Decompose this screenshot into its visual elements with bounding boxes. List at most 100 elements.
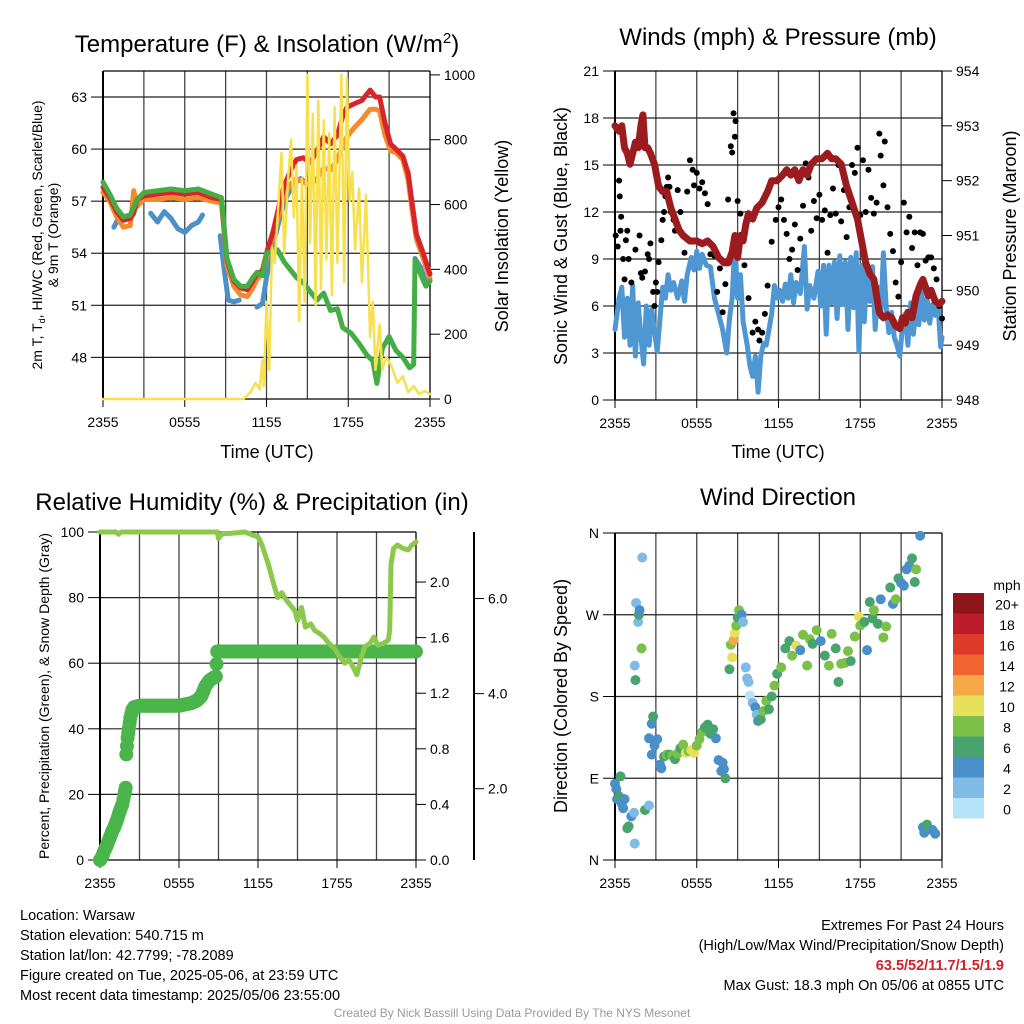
insolation-tick-label: 800 xyxy=(444,132,468,148)
y-tick-label: W xyxy=(586,607,600,623)
x-tick-label: 1155 xyxy=(251,414,281,430)
x-tick-label: 1155 xyxy=(243,875,273,891)
gust-point xyxy=(646,256,653,262)
extremes-values: 63.5/52/11.7/1.5/1.9 xyxy=(875,958,1004,974)
colorbar-swatch xyxy=(953,634,984,655)
gust-point xyxy=(729,149,736,156)
gust-point xyxy=(652,279,659,286)
wind-direction-point xyxy=(629,807,640,818)
colorbar-swatch xyxy=(953,695,984,716)
colorbar-title: mph xyxy=(993,577,1020,593)
pressure-tick-label: 953 xyxy=(956,118,980,134)
wind-direction-point xyxy=(875,594,886,605)
gust-point xyxy=(755,326,762,333)
gust-point xyxy=(862,209,869,215)
precip-tick-label: 1.6 xyxy=(430,630,450,646)
gust-point xyxy=(789,246,796,253)
colorbar-swatch xyxy=(953,675,984,696)
wind-direction-point xyxy=(763,704,774,715)
gust-point xyxy=(677,209,684,215)
wind-direction-point xyxy=(811,625,822,636)
precip-tick-label: 0.8 xyxy=(430,741,450,757)
gust-point xyxy=(768,238,775,245)
y-tick-label: 80 xyxy=(68,590,84,606)
colorbar-swatch xyxy=(953,654,984,675)
wind-direction-point xyxy=(720,773,731,784)
x-tick-label: 2355 xyxy=(926,415,957,431)
gust-point xyxy=(772,216,779,223)
gust-point xyxy=(651,303,658,309)
temperature-y-axis-label-line2: & 9m T (Orange) xyxy=(45,183,61,288)
gust-point xyxy=(689,166,696,173)
gust-point xyxy=(636,232,643,239)
x-tick-label: 2355 xyxy=(414,414,445,430)
wind-direction-point xyxy=(787,650,798,661)
gust-point xyxy=(624,227,631,234)
colorbar-label: 20+ xyxy=(995,596,1019,612)
hi-wc-line xyxy=(148,209,205,235)
gust-point xyxy=(719,309,726,316)
y-tick-label: N xyxy=(589,525,599,541)
gust-point xyxy=(868,194,875,201)
wind-direction-point xyxy=(780,643,791,654)
gust-point xyxy=(906,213,913,220)
snow-depth-tick-label: 6.0 xyxy=(488,591,508,607)
gust-point xyxy=(794,266,801,273)
insolation-tick-label: 400 xyxy=(444,261,468,277)
gust-point xyxy=(816,191,823,198)
gust-point xyxy=(684,188,691,195)
wind-direction-point xyxy=(842,646,853,657)
pressure-tick-label: 949 xyxy=(956,337,980,353)
x-tick-label: 1155 xyxy=(763,415,793,431)
gust-point xyxy=(933,276,940,283)
y-tick-label: 40 xyxy=(68,721,84,737)
gust-point xyxy=(734,198,741,205)
wind-direction-point xyxy=(648,711,659,722)
gust-point xyxy=(617,227,624,234)
gust-point xyxy=(895,293,902,300)
gust-point xyxy=(791,221,798,228)
gust-point xyxy=(783,230,790,237)
gust-point xyxy=(741,262,748,269)
wind-direction-point xyxy=(859,617,870,628)
gust-point xyxy=(749,329,756,336)
gust-point xyxy=(808,227,815,234)
gust-point xyxy=(827,212,834,219)
figure-created-text: Figure created on Tue, 2025-05-06, at 23… xyxy=(20,968,339,984)
wind-direction-point xyxy=(890,594,901,605)
wind-direction-point xyxy=(646,749,657,760)
gust-point xyxy=(843,234,850,241)
gust-point xyxy=(780,216,787,223)
wind-direction-point xyxy=(823,660,834,671)
y-tick-label: S xyxy=(590,689,599,705)
gust-point xyxy=(621,276,628,283)
y-tick-label: 60 xyxy=(71,141,87,157)
latlon-text: Station lat/lon: 42.7799; -78.2089 xyxy=(20,948,234,964)
speed-colorbar: 20+ 18 16 14 12 10 8 6 4 2 0 xyxy=(953,593,1019,819)
gust-point xyxy=(644,251,651,258)
colorbar-label: 18 xyxy=(999,617,1015,633)
winds-x-axis-label: Time (UTC) xyxy=(731,442,824,462)
wind-direction-point xyxy=(833,676,844,687)
insolation-tick-label: 200 xyxy=(444,326,468,342)
winds-chart-title: Winds (mph) & Pressure (mb) xyxy=(619,24,936,51)
recent-data-text: Most recent data timestamp: 2025/05/06 2… xyxy=(20,988,341,1004)
gust-point xyxy=(737,210,744,217)
wind-direction-point xyxy=(930,828,941,839)
wind-direction-point xyxy=(909,577,920,588)
colorbar-swatch xyxy=(953,777,984,798)
x-tick-label: 2355 xyxy=(926,875,957,891)
y-tick-label: 57 xyxy=(71,193,87,209)
gust-point xyxy=(641,268,648,275)
wind-direction-point xyxy=(738,617,749,628)
wind-direction-point xyxy=(727,652,738,663)
wind-direction-point xyxy=(845,656,856,667)
gust-point xyxy=(761,310,768,317)
gust-point xyxy=(889,248,896,255)
gust-point xyxy=(665,174,672,181)
precipitation-point xyxy=(409,644,423,659)
precipitation-point xyxy=(118,780,133,795)
gust-point xyxy=(658,237,665,244)
wind-direction-point xyxy=(644,800,655,811)
precip-tick-label: 0.4 xyxy=(430,796,450,812)
